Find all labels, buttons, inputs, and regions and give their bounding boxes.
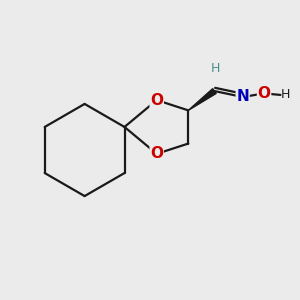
Text: H: H [210, 62, 220, 75]
Text: O: O [150, 146, 163, 161]
Text: O: O [258, 86, 271, 101]
Text: N: N [236, 89, 249, 104]
Text: O: O [150, 93, 163, 108]
Polygon shape [188, 89, 216, 110]
Text: H: H [281, 88, 290, 101]
